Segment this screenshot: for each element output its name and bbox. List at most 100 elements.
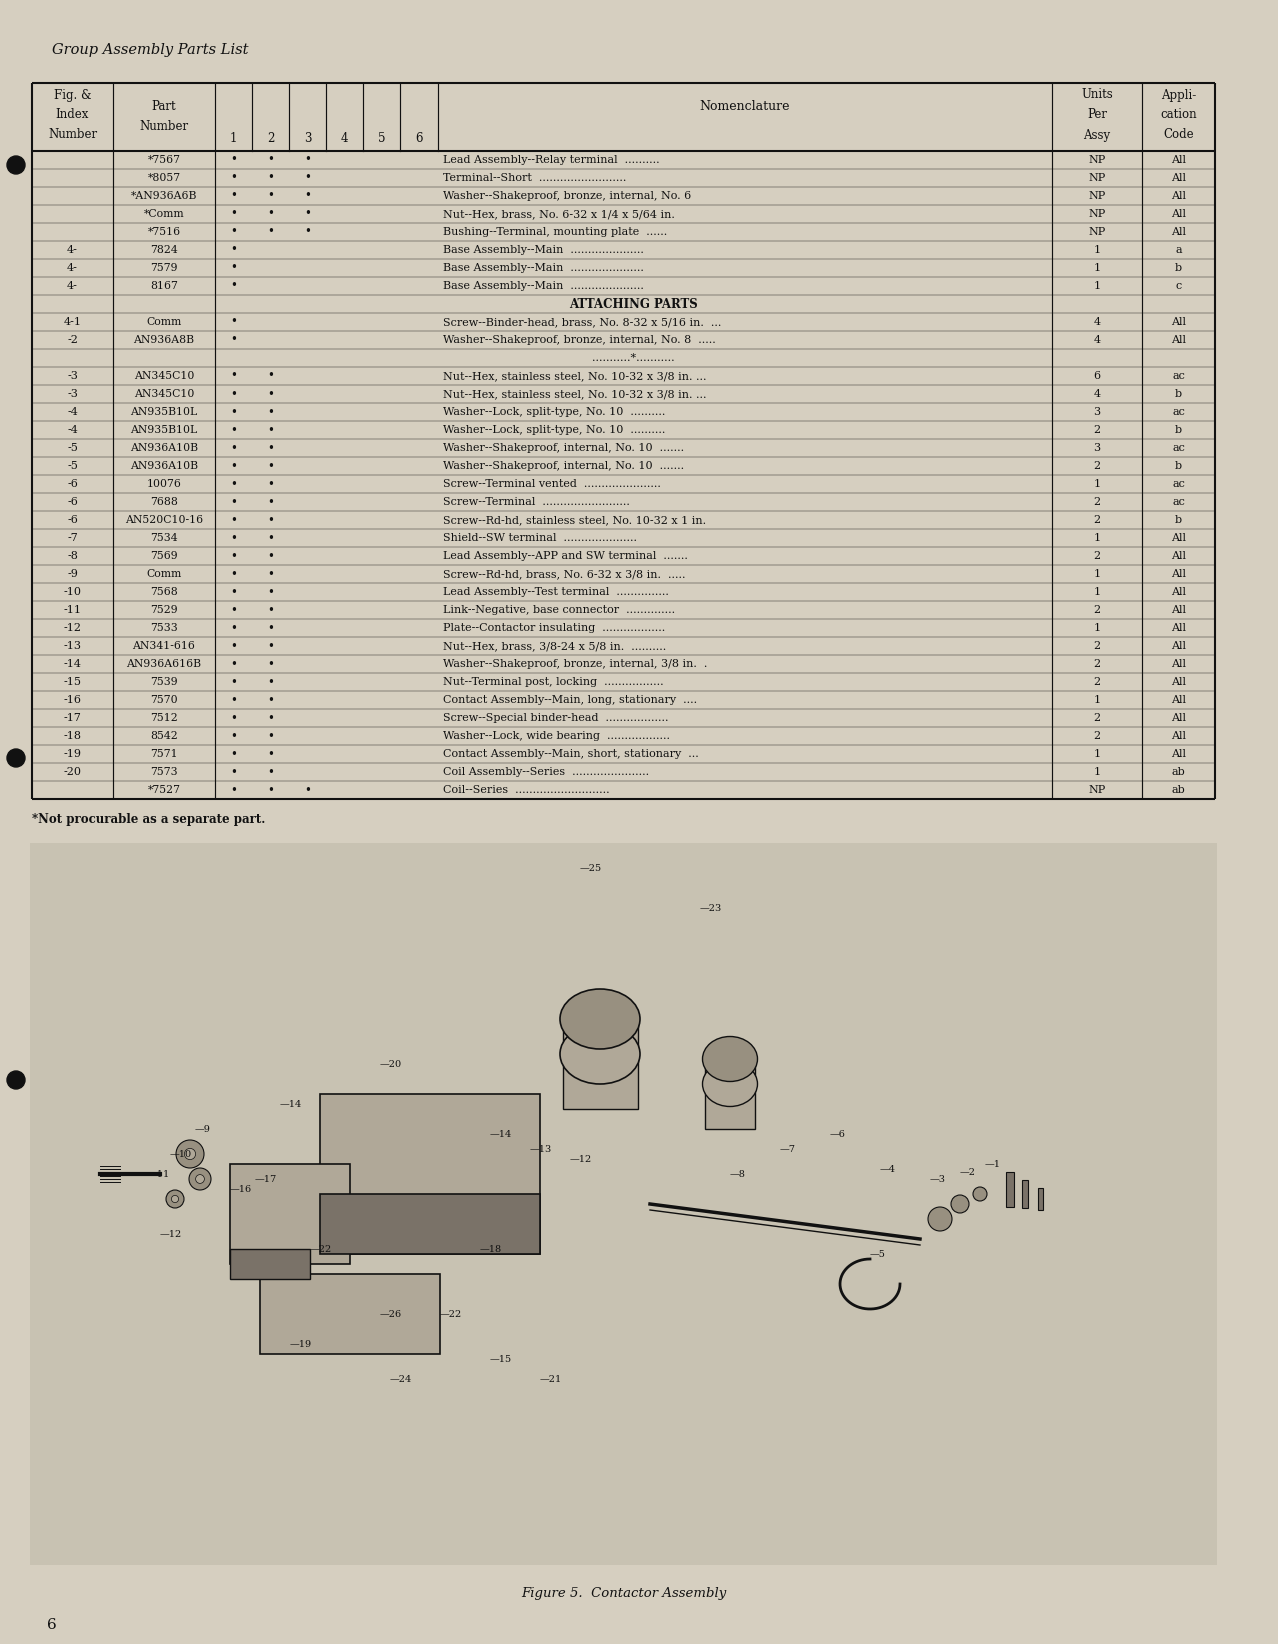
Text: —16: —16	[230, 1184, 252, 1194]
Text: Coil Assembly--Series  ......................: Coil Assembly--Series ..................…	[443, 768, 649, 778]
Text: AN345C10: AN345C10	[134, 390, 194, 399]
Text: —11: —11	[148, 1169, 170, 1179]
Text: Group Assembly Parts List: Group Assembly Parts List	[52, 43, 248, 58]
Text: b: b	[1174, 263, 1182, 273]
Text: All: All	[1171, 587, 1186, 597]
Text: •: •	[267, 549, 273, 562]
Text: Link--Negative, base connector  ..............: Link--Negative, base connector .........…	[443, 605, 675, 615]
Text: ac: ac	[1172, 372, 1185, 381]
Text: -15: -15	[64, 677, 82, 687]
Text: b: b	[1174, 460, 1182, 470]
Text: ac: ac	[1172, 442, 1185, 454]
Text: Lead Assembly--APP and SW terminal  .......: Lead Assembly--APP and SW terminal .....…	[443, 551, 688, 561]
Text: •: •	[267, 207, 273, 220]
Text: •: •	[267, 460, 273, 472]
Bar	[29, 843, 1217, 1565]
Text: —4: —4	[881, 1164, 896, 1174]
Text: Index: Index	[56, 109, 89, 122]
Circle shape	[6, 750, 26, 768]
Text: •: •	[267, 153, 273, 166]
Text: 1: 1	[1094, 695, 1100, 705]
Text: 6: 6	[47, 1618, 58, 1632]
Text: *7567: *7567	[147, 155, 180, 164]
Bar	[705, 1059, 755, 1129]
Text: -6: -6	[66, 478, 78, 488]
Text: 7539: 7539	[151, 677, 178, 687]
Text: b: b	[1174, 426, 1182, 436]
Text: —13: —13	[530, 1144, 552, 1154]
Text: All: All	[1171, 677, 1186, 687]
Text: —10: —10	[170, 1149, 192, 1159]
Circle shape	[176, 1139, 204, 1167]
Text: 1: 1	[230, 133, 238, 146]
Text: 1: 1	[1094, 281, 1100, 291]
Text: All: All	[1171, 227, 1186, 237]
Ellipse shape	[560, 990, 640, 1049]
Text: •: •	[230, 424, 236, 437]
Text: -3: -3	[66, 372, 78, 381]
Text: AN936A10B: AN936A10B	[130, 460, 198, 470]
Text: 4-: 4-	[66, 281, 78, 291]
Text: •: •	[267, 694, 273, 707]
Text: —8: —8	[730, 1169, 746, 1179]
Text: Contact Assembly--Main, long, stationary  ....: Contact Assembly--Main, long, stationary…	[443, 695, 697, 705]
Text: Screw--Special binder-head  ..................: Screw--Special binder-head .............…	[443, 713, 668, 723]
Text: •: •	[267, 442, 273, 454]
Text: —20: —20	[380, 1059, 403, 1069]
Text: •: •	[230, 334, 236, 347]
Circle shape	[6, 156, 26, 174]
Text: Units: Units	[1081, 89, 1113, 102]
Text: •: •	[230, 495, 236, 508]
Text: 1: 1	[1094, 750, 1100, 760]
Text: 2: 2	[1094, 460, 1100, 470]
Text: •: •	[230, 676, 236, 689]
Text: •: •	[267, 424, 273, 437]
Bar	[1006, 1172, 1013, 1207]
Text: All: All	[1171, 173, 1186, 182]
Text: •: •	[267, 495, 273, 508]
Text: •: •	[230, 549, 236, 562]
Text: 7579: 7579	[151, 263, 178, 273]
Text: Washer--Lock, split-type, No. 10  ..........: Washer--Lock, split-type, No. 10 .......…	[443, 426, 666, 436]
Text: •: •	[267, 730, 273, 743]
Text: *8057: *8057	[147, 173, 180, 182]
Text: Nut--Hex, stainless steel, No. 10-32 x 3/8 in. ...: Nut--Hex, stainless steel, No. 10-32 x 3…	[443, 390, 707, 399]
Text: —12: —12	[570, 1154, 592, 1164]
Text: Washer--Lock, split-type, No. 10  ..........: Washer--Lock, split-type, No. 10 .......…	[443, 408, 666, 418]
Text: 8167: 8167	[150, 281, 178, 291]
Text: •: •	[267, 640, 273, 653]
Text: 3: 3	[304, 133, 312, 146]
Text: •: •	[230, 621, 236, 635]
Text: Coil--Series  ...........................: Coil--Series ...........................	[443, 784, 610, 796]
Text: Nut--Hex, brass, No. 6-32 x 1/4 x 5/64 in.: Nut--Hex, brass, No. 6-32 x 1/4 x 5/64 i…	[443, 209, 675, 219]
Text: •: •	[267, 370, 273, 383]
Text: -4: -4	[66, 426, 78, 436]
Text: 4-1: 4-1	[64, 317, 82, 327]
Text: a: a	[1176, 245, 1182, 255]
Text: Comm: Comm	[147, 569, 181, 579]
Text: 4: 4	[1094, 390, 1100, 399]
Text: Washer--Shakeproof, bronze, internal, No. 6: Washer--Shakeproof, bronze, internal, No…	[443, 191, 691, 201]
Text: All: All	[1171, 750, 1186, 760]
Text: NP: NP	[1089, 209, 1105, 219]
Text: -19: -19	[64, 750, 82, 760]
Text: All: All	[1171, 551, 1186, 561]
Text: Base Assembly--Main  .....................: Base Assembly--Main ....................…	[443, 281, 644, 291]
Circle shape	[171, 1195, 179, 1203]
Text: —18: —18	[481, 1245, 502, 1253]
Bar	[1022, 1180, 1028, 1208]
Text: •: •	[230, 189, 236, 202]
Text: 8542: 8542	[150, 732, 178, 741]
Text: 1: 1	[1094, 623, 1100, 633]
Ellipse shape	[703, 1062, 758, 1106]
Text: —3: —3	[930, 1174, 946, 1184]
Text: -16: -16	[64, 695, 82, 705]
Text: -12: -12	[64, 623, 82, 633]
Text: •: •	[267, 477, 273, 490]
Text: •: •	[230, 261, 236, 275]
Text: 7534: 7534	[151, 533, 178, 543]
Text: •: •	[304, 207, 311, 220]
Text: -6: -6	[66, 515, 78, 524]
Text: —22: —22	[440, 1310, 463, 1318]
Text: -7: -7	[68, 533, 78, 543]
